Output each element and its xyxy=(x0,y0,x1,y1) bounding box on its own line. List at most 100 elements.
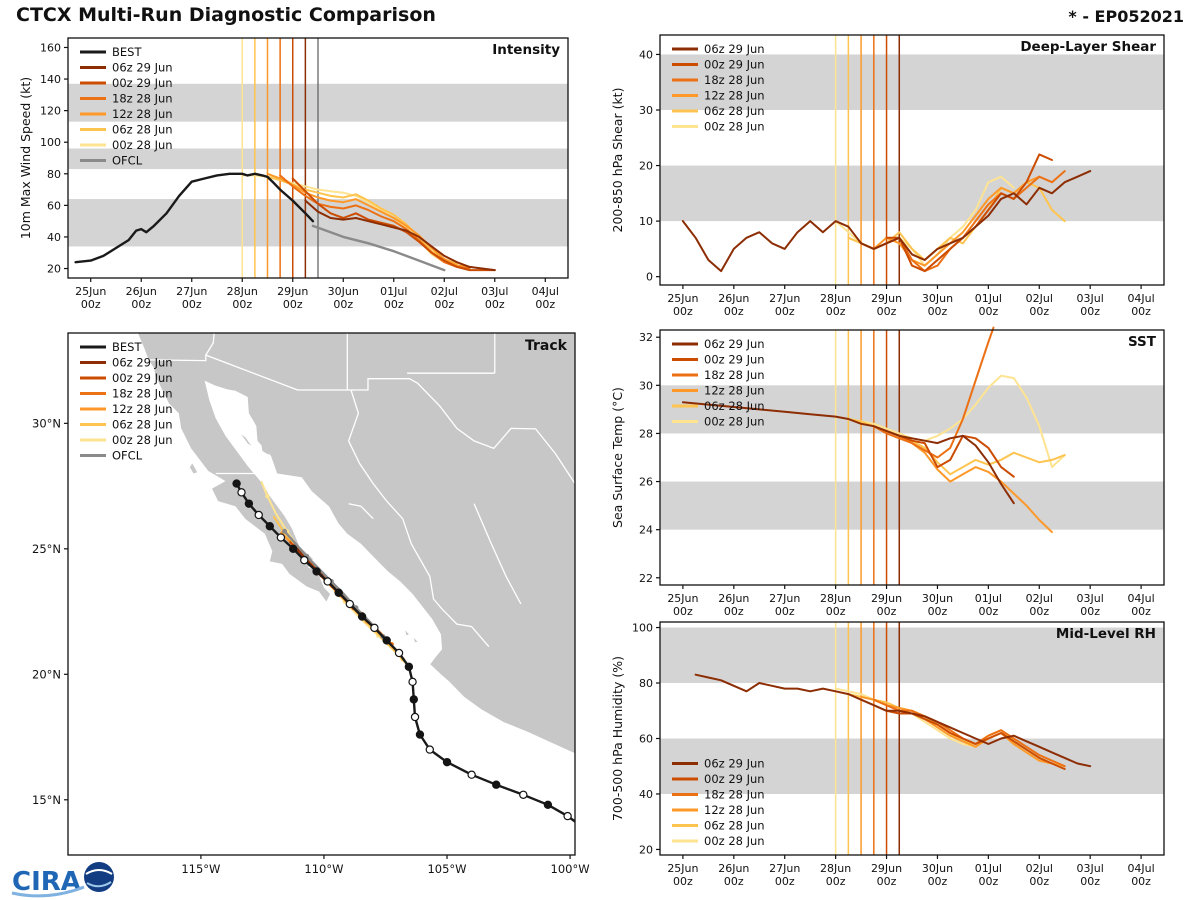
rh-series-06z-29-jun xyxy=(694,673,1092,768)
legend-label: 18z 28 Jun xyxy=(112,387,173,401)
x-tick-sublabel: 00z xyxy=(877,305,897,318)
x-tick-sublabel: 00z xyxy=(978,305,998,318)
land-island xyxy=(189,463,198,474)
x-tick-sublabel: 00z xyxy=(978,605,998,618)
shear-series-06z-29-jun xyxy=(681,170,1092,273)
legend-label: BEST xyxy=(112,45,142,59)
panel-title: SST xyxy=(1128,334,1157,350)
x-tick-label: 04Jul xyxy=(532,285,559,298)
best-track-marker xyxy=(357,612,367,621)
x-tick-label: 01Jul xyxy=(975,592,1002,605)
panel-frame xyxy=(67,37,569,279)
best-track-marker xyxy=(543,800,553,810)
political-border xyxy=(473,503,522,605)
x-tick-label: 03Jul xyxy=(1077,862,1104,875)
lat-tick-label: 15°N xyxy=(32,793,61,807)
best-track-marker xyxy=(265,522,275,531)
rh-panel: 2040608010025Jun00z26Jun00z27Jun00z28Jun… xyxy=(610,621,1165,888)
panel-frame xyxy=(659,34,1165,286)
y-tick-label: 0 xyxy=(646,271,653,284)
lon-tick-label: 100°W xyxy=(551,862,590,876)
cira-logo: CIRA xyxy=(11,862,114,898)
political-border xyxy=(441,608,490,648)
x-tick-sublabel: 00z xyxy=(928,605,948,618)
legend-label: 00z 29 Jun xyxy=(112,371,173,385)
land-island xyxy=(405,630,409,636)
x-tick-label: 25Jun xyxy=(667,292,698,305)
globe-logo-arc xyxy=(86,881,112,888)
y-axis-label: Sea Surface Temp (°C) xyxy=(610,387,625,528)
lat-tick-label: 30°N xyxy=(32,416,61,430)
x-tick-sublabel: 00z xyxy=(673,305,693,318)
best-track-marker xyxy=(409,695,418,704)
y-tick-label: 60 xyxy=(639,733,653,746)
x-tick-sublabel: 00z xyxy=(775,305,795,318)
best-track-marker xyxy=(244,499,254,508)
best-track-marker xyxy=(300,555,309,565)
x-tick-sublabel: 00z xyxy=(673,875,693,888)
best-track-marker xyxy=(232,479,241,488)
globe-logo-icon xyxy=(84,862,114,892)
x-tick-label: 03Jul xyxy=(1077,292,1104,305)
political-border xyxy=(348,503,374,520)
y-tick-label: 40 xyxy=(47,231,61,244)
legend-label: 06z 29 Jun xyxy=(704,42,765,56)
track-marker xyxy=(282,528,288,534)
y-axis-label: 700-500 hPa Humidity (%) xyxy=(610,656,625,821)
lon-tick-label: 110°W xyxy=(304,862,343,876)
legend-label: 18z 28 Jun xyxy=(704,788,765,802)
intensity-series-06z-29-jun xyxy=(304,199,496,272)
shear-series-18z-28-jun xyxy=(872,170,1066,273)
shaded-band xyxy=(660,481,1164,530)
best-track-marker xyxy=(323,577,332,586)
x-tick-sublabel: 00z xyxy=(877,605,897,618)
legend-label: 00z 29 Jun xyxy=(704,772,765,786)
x-tick-sublabel: 00z xyxy=(131,298,151,311)
best-track-marker xyxy=(276,533,286,542)
best-track-marker xyxy=(492,780,501,789)
x-tick-label: 26Jun xyxy=(718,592,749,605)
x-tick-label: 25Jun xyxy=(667,862,698,875)
best-track-marker xyxy=(288,544,298,554)
x-tick-sublabel: 00z xyxy=(232,298,252,311)
shaded-band xyxy=(660,627,1164,684)
land-island xyxy=(241,434,252,446)
best-track-marker xyxy=(442,757,452,767)
land-island xyxy=(413,637,418,643)
x-tick-sublabel: 00z xyxy=(724,605,744,618)
x-tick-label: 01Jul xyxy=(380,285,407,298)
best-track-marker xyxy=(237,488,246,497)
best-track-marker xyxy=(581,825,588,832)
sst-panel: 22242628303225Jun00z26Jun00z27Jun00z28Ju… xyxy=(610,326,1165,618)
y-tick-label: 40 xyxy=(639,48,653,61)
cira-logo-swoosh xyxy=(11,885,85,898)
lon-tick-label: 105°W xyxy=(427,862,466,876)
legend-label: 00z 28 Jun xyxy=(704,834,765,848)
x-tick-sublabel: 00z xyxy=(1080,875,1100,888)
legend-label: OFCL xyxy=(112,154,143,168)
panel-title: Track xyxy=(525,338,568,354)
political-border xyxy=(347,389,388,502)
y-axis-label: 10m Max Wind Speed (kt) xyxy=(18,77,33,239)
legend-label: 06z 29 Jun xyxy=(704,337,765,351)
legend-label: 12z 28 Jun xyxy=(112,402,173,416)
panel-frame xyxy=(67,332,576,856)
x-tick-sublabel: 00z xyxy=(1029,605,1049,618)
best-track-marker xyxy=(370,623,379,633)
y-tick-label: 26 xyxy=(639,476,653,489)
x-tick-label: 25Jun xyxy=(667,592,698,605)
legend-label: 06z 28 Jun xyxy=(704,399,765,413)
best-track-marker xyxy=(467,770,476,779)
x-tick-label: 28Jun xyxy=(820,292,851,305)
legend-label: 00z 29 Jun xyxy=(112,76,173,90)
intensity-series-12z-28-jun xyxy=(266,172,471,268)
best-track-marker xyxy=(334,588,343,597)
sst-series-00z-28-jun xyxy=(834,374,1066,469)
sst-series-00z-29-jun xyxy=(885,430,1015,478)
best-track-marker xyxy=(382,636,391,645)
y-tick-label: 100 xyxy=(40,136,61,149)
x-tick-sublabel: 00z xyxy=(333,298,353,311)
x-tick-sublabel: 00z xyxy=(928,875,948,888)
panel-title: Intensity xyxy=(492,42,560,58)
legend-label: 00z 28 Jun xyxy=(704,415,765,429)
